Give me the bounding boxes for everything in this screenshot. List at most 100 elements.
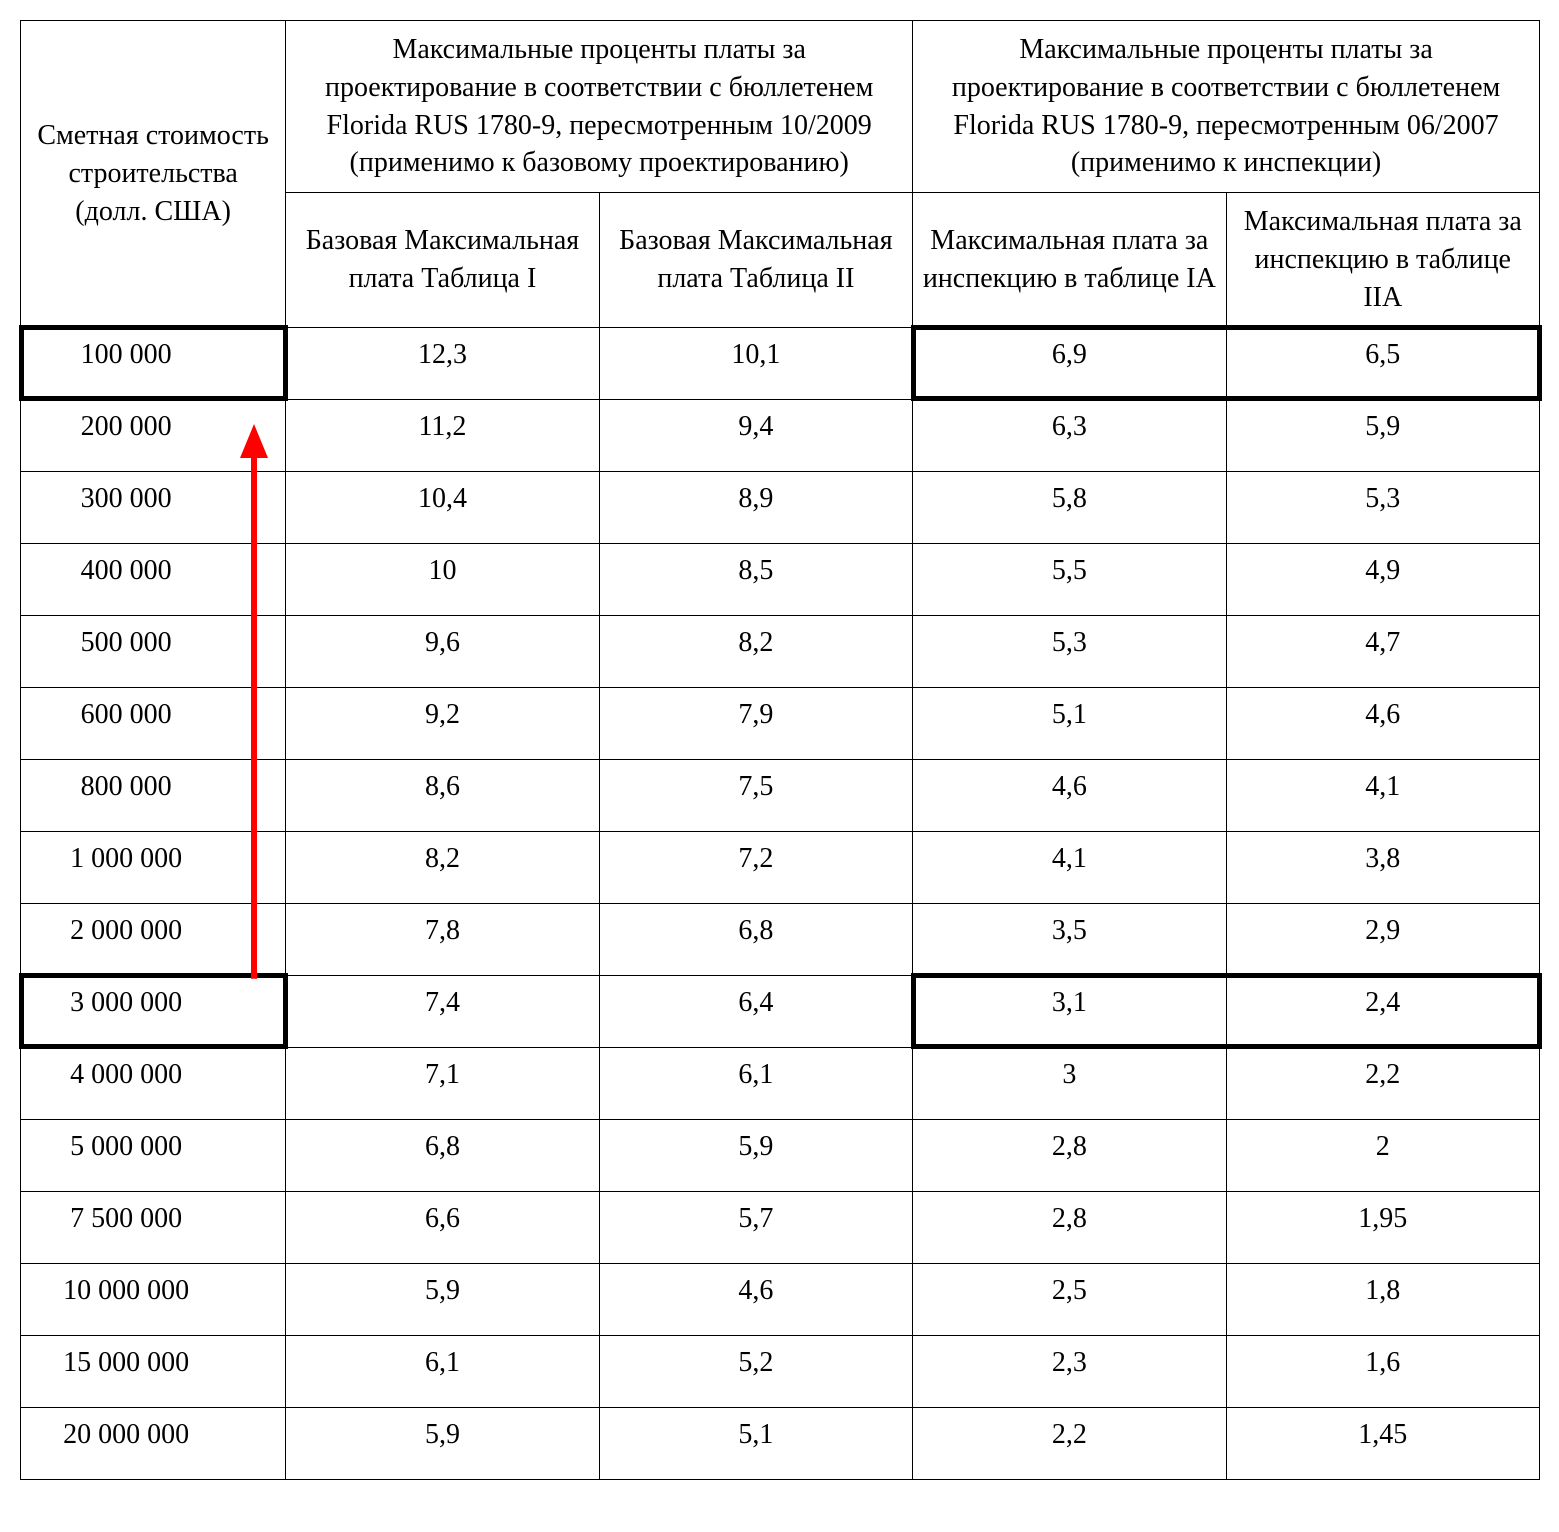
cell-value: 5,3 <box>913 615 1226 687</box>
cell-value: 4,6 <box>1226 687 1539 759</box>
cell-value: 2 <box>1226 1119 1539 1191</box>
cell-value: 9,6 <box>286 615 599 687</box>
cell-value: 3,1 <box>913 975 1226 1047</box>
cell-value: 4,9 <box>1226 543 1539 615</box>
cell-value: 1,6 <box>1226 1335 1539 1407</box>
cell-value: 8,5 <box>599 543 912 615</box>
cell-value: 5,3 <box>1226 471 1539 543</box>
cell-value: 6,3 <box>913 399 1226 471</box>
header-sub-table1: Базовая Максимальная плата Таблица I <box>286 193 599 327</box>
cell-value: 2,5 <box>913 1263 1226 1335</box>
table-row: 100 00012,310,16,96,5 <box>21 327 1540 399</box>
cell-value: 2,3 <box>913 1335 1226 1407</box>
table-row: 5 000 0006,85,92,82 <box>21 1119 1540 1191</box>
cell-value: 1,95 <box>1226 1191 1539 1263</box>
cell-value: 6,1 <box>286 1335 599 1407</box>
table-row: 15 000 0006,15,22,31,6 <box>21 1335 1540 1407</box>
cell-value: 6,8 <box>286 1119 599 1191</box>
header-sub-table2: Базовая Максимальная плата Таблица II <box>599 193 912 327</box>
cell-cost: 800 000 <box>21 759 286 831</box>
cell-value: 2,8 <box>913 1119 1226 1191</box>
cell-cost: 300 000 <box>21 471 286 543</box>
cell-value: 3,8 <box>1226 831 1539 903</box>
table-row: 400 000108,55,54,9 <box>21 543 1540 615</box>
cell-value: 11,2 <box>286 399 599 471</box>
cell-cost: 2 000 000 <box>21 903 286 975</box>
cell-value: 1,45 <box>1226 1407 1539 1479</box>
table-row: 3 000 0007,46,43,12,4 <box>21 975 1540 1047</box>
cell-cost: 200 000 <box>21 399 286 471</box>
cell-value: 3,5 <box>913 903 1226 975</box>
table-row: 500 0009,68,25,34,7 <box>21 615 1540 687</box>
cell-cost: 500 000 <box>21 615 286 687</box>
cell-value: 5,9 <box>286 1407 599 1479</box>
cell-value: 7,1 <box>286 1047 599 1119</box>
cell-cost: 400 000 <box>21 543 286 615</box>
cell-cost: 100 000 <box>21 327 286 399</box>
fee-table: Сметная стоимость строительства (долл. С… <box>20 20 1540 1480</box>
cell-value: 4,6 <box>913 759 1226 831</box>
cell-cost: 5 000 000 <box>21 1119 286 1191</box>
cell-value: 2,8 <box>913 1191 1226 1263</box>
cell-value: 10 <box>286 543 599 615</box>
table-row: 10 000 0005,94,62,51,8 <box>21 1263 1540 1335</box>
cell-value: 8,9 <box>599 471 912 543</box>
cell-value: 12,3 <box>286 327 599 399</box>
table-row: 1 000 0008,27,24,13,8 <box>21 831 1540 903</box>
cell-value: 6,4 <box>599 975 912 1047</box>
cell-value: 7,9 <box>599 687 912 759</box>
cell-cost: 20 000 000 <box>21 1407 286 1479</box>
table-row: 300 00010,48,95,85,3 <box>21 471 1540 543</box>
cell-value: 7,2 <box>599 831 912 903</box>
header-cost: Сметная стоимость строительства (долл. С… <box>21 21 286 328</box>
cell-value: 6,9 <box>913 327 1226 399</box>
cell-value: 7,5 <box>599 759 912 831</box>
table-row: 800 0008,67,54,64,1 <box>21 759 1540 831</box>
cell-value: 8,2 <box>599 615 912 687</box>
cell-value: 5,5 <box>913 543 1226 615</box>
cell-value: 6,1 <box>599 1047 912 1119</box>
cell-cost: 15 000 000 <box>21 1335 286 1407</box>
cell-value: 5,2 <box>599 1335 912 1407</box>
header-group-design: Максимальные проценты платы за проектиро… <box>286 21 913 193</box>
cell-cost: 600 000 <box>21 687 286 759</box>
header-sub-table1a: Максимальная плата за инспекцию в таблиц… <box>913 193 1226 327</box>
cell-cost: 4 000 000 <box>21 1047 286 1119</box>
cell-value: 4,1 <box>913 831 1226 903</box>
cell-value: 9,4 <box>599 399 912 471</box>
cell-value: 4,7 <box>1226 615 1539 687</box>
cell-value: 2,2 <box>1226 1047 1539 1119</box>
cell-value: 2,4 <box>1226 975 1539 1047</box>
cell-value: 4,6 <box>599 1263 912 1335</box>
cell-value: 8,6 <box>286 759 599 831</box>
header-group-inspection: Максимальные проценты платы за проектиро… <box>913 21 1540 193</box>
cell-value: 9,2 <box>286 687 599 759</box>
cell-value: 5,9 <box>599 1119 912 1191</box>
cell-value: 3 <box>913 1047 1226 1119</box>
cell-value: 7,8 <box>286 903 599 975</box>
cell-value: 6,5 <box>1226 327 1539 399</box>
table-row: 7 500 0006,65,72,81,95 <box>21 1191 1540 1263</box>
cell-value: 7,4 <box>286 975 599 1047</box>
cell-cost: 7 500 000 <box>21 1191 286 1263</box>
table-row: 4 000 0007,16,132,2 <box>21 1047 1540 1119</box>
cell-value: 6,8 <box>599 903 912 975</box>
table-row: 2 000 0007,86,83,52,9 <box>21 903 1540 975</box>
cell-value: 1,8 <box>1226 1263 1539 1335</box>
cell-cost: 1 000 000 <box>21 831 286 903</box>
cell-value: 2,9 <box>1226 903 1539 975</box>
cell-value: 5,9 <box>286 1263 599 1335</box>
cell-value: 5,8 <box>913 471 1226 543</box>
cell-value: 10,1 <box>599 327 912 399</box>
cell-value: 8,2 <box>286 831 599 903</box>
cell-value: 5,9 <box>1226 399 1539 471</box>
cell-cost: 10 000 000 <box>21 1263 286 1335</box>
cell-value: 10,4 <box>286 471 599 543</box>
cell-value: 6,6 <box>286 1191 599 1263</box>
cell-value: 5,1 <box>913 687 1226 759</box>
table-row: 200 00011,29,46,35,9 <box>21 399 1540 471</box>
cell-value: 5,1 <box>599 1407 912 1479</box>
cell-cost: 3 000 000 <box>21 975 286 1047</box>
table-row: 600 0009,27,95,14,6 <box>21 687 1540 759</box>
cell-value: 2,2 <box>913 1407 1226 1479</box>
